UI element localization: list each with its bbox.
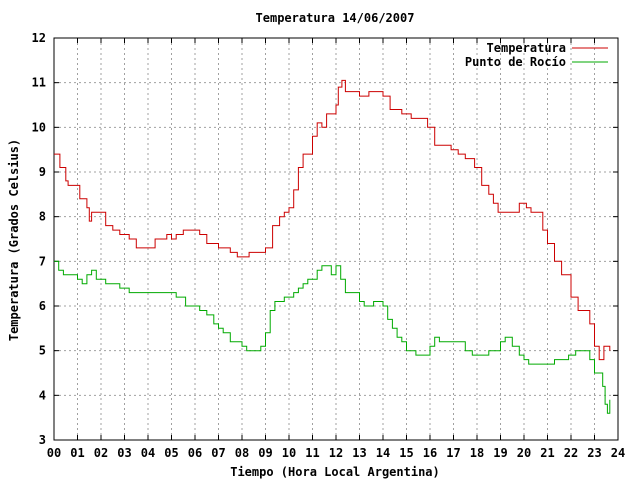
x-tick-label: 07 — [211, 446, 225, 460]
y-tick-label: 5 — [39, 344, 46, 358]
x-tick-label: 18 — [470, 446, 484, 460]
legend-label-temperatura: Temperatura — [487, 41, 566, 55]
x-tick-label: 10 — [282, 446, 296, 460]
y-tick-label: 4 — [39, 388, 46, 402]
y-tick-label: 10 — [32, 120, 46, 134]
x-tick-label: 24 — [611, 446, 625, 460]
x-tick-label: 20 — [517, 446, 531, 460]
axis-ticks: 00 01 02 03 04 05 06 07 08 09 10 11 12 13 14 15 16 17 18 19… — [32, 31, 626, 460]
legend: Temperatura Punto de Rocío — [465, 41, 608, 69]
x-tick-label: 01 — [70, 446, 84, 460]
x-tick-label: 16 — [423, 446, 437, 460]
chart-title: Temperatura 14/06/2007 — [256, 11, 415, 25]
series-layer — [54, 79, 611, 414]
legend-label-punto-de-rocio: Punto de Rocío — [465, 55, 566, 69]
x-axis-label: Tiempo (Hora Local Argentina) — [230, 465, 440, 479]
y-tick-label: 9 — [39, 165, 46, 179]
grid — [54, 38, 618, 440]
x-tick-label: 13 — [352, 446, 366, 460]
y-tick-label: 3 — [39, 433, 46, 447]
x-tick-label: 02 — [94, 446, 108, 460]
x-tick-label: 12 — [329, 446, 343, 460]
x-tick-label: 04 — [141, 446, 155, 460]
y-tick-label: 8 — [39, 210, 46, 224]
y-tick-label: 6 — [39, 299, 46, 313]
y-axis-label: Temperatura (Grados Celsius) — [7, 139, 21, 341]
x-tick-label: 06 — [188, 446, 202, 460]
x-tick-label: 14 — [376, 446, 390, 460]
x-tick-label: 19 — [493, 446, 507, 460]
x-tick-label: 22 — [564, 446, 578, 460]
x-tick-label: 09 — [258, 446, 272, 460]
x-tick-label: 15 — [399, 446, 413, 460]
x-tick-label: 03 — [117, 446, 131, 460]
x-tick-label: 23 — [587, 446, 601, 460]
y-tick-label: 12 — [32, 31, 46, 45]
y-tick-label: 11 — [32, 76, 46, 90]
x-tick-label: 11 — [305, 446, 319, 460]
series-line-punto-de-rocio — [54, 260, 611, 414]
x-tick-label: 17 — [446, 446, 460, 460]
x-tick-label: 21 — [540, 446, 554, 460]
x-tick-label: 05 — [164, 446, 178, 460]
y-tick-label: 7 — [39, 254, 46, 268]
x-tick-label: 00 — [47, 446, 61, 460]
series-line-temperatura — [54, 79, 611, 361]
x-tick-label: 08 — [235, 446, 249, 460]
